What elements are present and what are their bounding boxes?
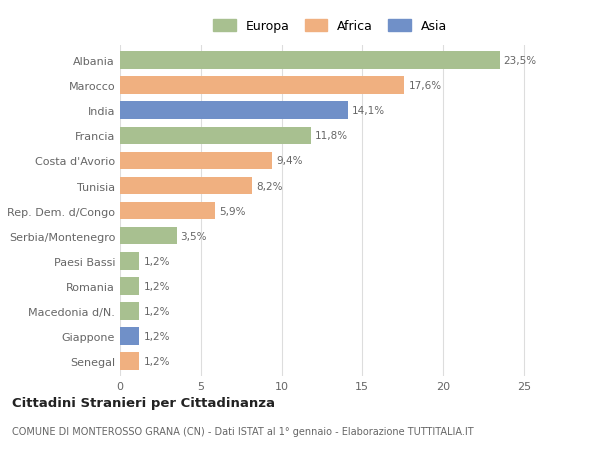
Text: 1,2%: 1,2%: [143, 281, 170, 291]
Bar: [120, 177, 253, 195]
Text: Cittadini Stranieri per Cittadinanza: Cittadini Stranieri per Cittadinanza: [12, 396, 275, 409]
Text: 9,4%: 9,4%: [276, 156, 302, 166]
Bar: [120, 77, 404, 95]
Bar: [120, 102, 348, 120]
Text: 14,1%: 14,1%: [352, 106, 385, 116]
Text: 17,6%: 17,6%: [409, 81, 442, 91]
Bar: [120, 302, 139, 320]
Text: 8,2%: 8,2%: [257, 181, 283, 191]
Bar: [120, 252, 139, 270]
Legend: Europa, Africa, Asia: Europa, Africa, Asia: [213, 19, 447, 33]
Bar: [120, 353, 139, 370]
Text: 11,8%: 11,8%: [314, 131, 348, 141]
Bar: [120, 52, 500, 70]
Text: 5,9%: 5,9%: [220, 206, 246, 216]
Text: 1,2%: 1,2%: [143, 256, 170, 266]
Text: 1,2%: 1,2%: [143, 331, 170, 341]
Text: 23,5%: 23,5%: [503, 56, 537, 66]
Text: COMUNE DI MONTEROSSO GRANA (CN) - Dati ISTAT al 1° gennaio - Elaborazione TUTTIT: COMUNE DI MONTEROSSO GRANA (CN) - Dati I…: [12, 426, 473, 436]
Bar: [120, 328, 139, 345]
Text: 1,2%: 1,2%: [143, 306, 170, 316]
Bar: [120, 152, 272, 170]
Bar: [120, 278, 139, 295]
Text: 3,5%: 3,5%: [181, 231, 207, 241]
Text: 1,2%: 1,2%: [143, 356, 170, 366]
Bar: [120, 127, 311, 145]
Bar: [120, 227, 176, 245]
Bar: [120, 202, 215, 220]
